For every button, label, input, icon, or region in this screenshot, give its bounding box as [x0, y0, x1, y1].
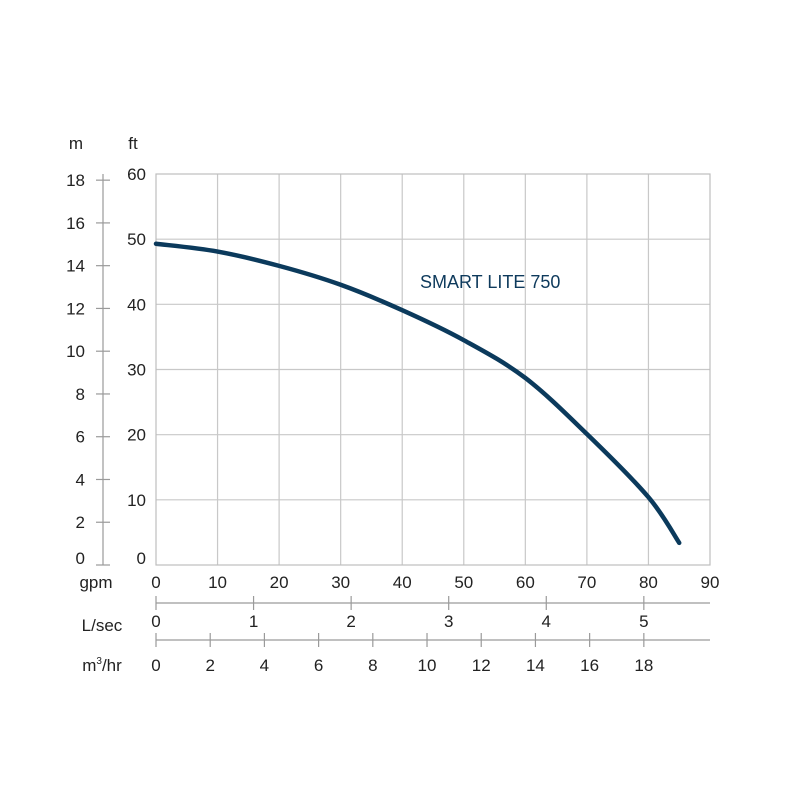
- m-tick-label: 2: [76, 513, 85, 532]
- m3hr-tick-label: 8: [368, 656, 377, 675]
- m-tick-label: 14: [66, 257, 85, 276]
- m3hr-tick-label: 10: [418, 656, 437, 675]
- plot-frame: [155, 173, 711, 566]
- m3hr-tick-label: 16: [580, 656, 599, 675]
- m3hr-tick-label: 0: [151, 656, 160, 675]
- m-axis: 0 2 4 6 8 10 12 14 16 18: [66, 171, 110, 568]
- gpm-tick-label: 90: [701, 573, 720, 592]
- m-axis-title: m: [69, 134, 83, 153]
- plot-grid: [156, 174, 710, 565]
- gpm-tick-label: 20: [270, 573, 289, 592]
- gpm-axis: 0 10 20 30 40 50 60 70 80 90: [151, 573, 719, 592]
- gpm-tick-label: 30: [331, 573, 350, 592]
- lsec-axis: 0 1 2 3 4 5: [151, 596, 649, 631]
- gpm-axis-title: gpm: [79, 573, 112, 592]
- m3hr-tick-label: 6: [314, 656, 323, 675]
- m3hr-axis: 0 2 4 6 8 10 12 14 16 18: [151, 633, 653, 675]
- lsec-tick-label: 2: [346, 612, 355, 631]
- ft-axis-title: ft: [128, 134, 138, 153]
- m-tick-label: 6: [76, 428, 85, 447]
- gpm-tick-label: 0: [151, 573, 160, 592]
- m-tick-label: 10: [66, 342, 85, 361]
- gpm-tick-label: 70: [577, 573, 596, 592]
- lsec-tick-label: 4: [542, 612, 551, 631]
- lsec-tick-label: 0: [151, 612, 160, 631]
- m3hr-tick-label: 4: [260, 656, 269, 675]
- pump-curve-line: [153, 241, 682, 546]
- m-tick-label: 16: [66, 214, 85, 233]
- gpm-tick-label: 10: [208, 573, 227, 592]
- ft-tick-label: 60: [127, 165, 146, 184]
- gpm-tick-label: 40: [393, 573, 412, 592]
- m3hr-axis-title: m3/hr: [82, 656, 122, 675]
- m-tick-label: 12: [66, 299, 85, 318]
- lsec-tick-label: 5: [639, 612, 648, 631]
- gpm-tick-label: 60: [516, 573, 535, 592]
- lsec-axis-title: L/sec: [82, 616, 123, 635]
- ft-tick-label: 10: [127, 491, 146, 510]
- m-tick-label: 0: [76, 549, 85, 568]
- ft-tick-label: 20: [127, 426, 146, 445]
- gpm-tick-label: 80: [639, 573, 658, 592]
- m-tick-label: 4: [76, 470, 85, 489]
- m3hr-tick-label: 2: [205, 656, 214, 675]
- m-tick-label: 8: [76, 385, 85, 404]
- gpm-tick-label: 50: [454, 573, 473, 592]
- ft-tick-label: 0: [137, 549, 146, 568]
- m3hr-tick-label: 12: [472, 656, 491, 675]
- m3hr-tick-label: 14: [526, 656, 545, 675]
- m3hr-tick-label: 18: [634, 656, 653, 675]
- ft-tick-label: 40: [127, 295, 146, 314]
- ft-tick-label: 30: [127, 361, 146, 380]
- ft-axis: 0 10 20 30 40 50 60: [127, 165, 146, 568]
- m-tick-label: 18: [66, 171, 85, 190]
- ft-tick-label: 50: [127, 230, 146, 249]
- lsec-tick-label: 3: [444, 612, 453, 631]
- lsec-tick-label: 1: [249, 612, 258, 631]
- series-label: SMART LITE 750: [420, 272, 560, 292]
